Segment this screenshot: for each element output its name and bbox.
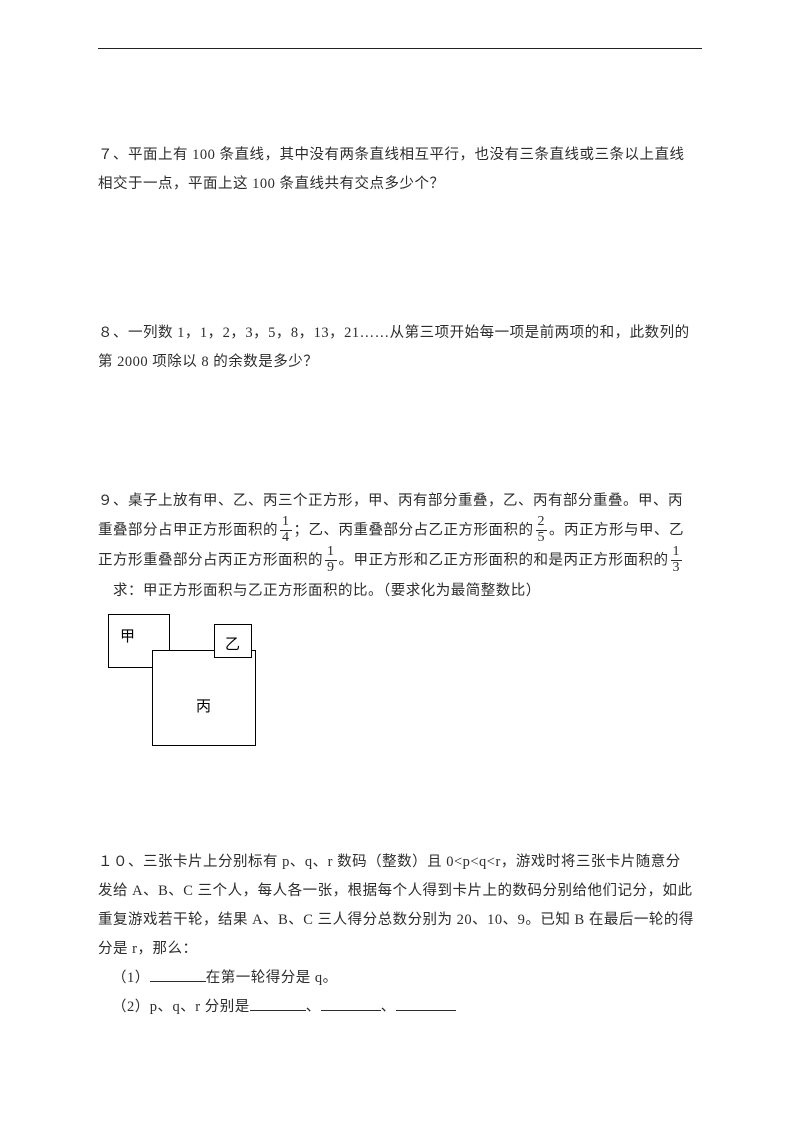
blank-q	[321, 996, 381, 1011]
spacer	[98, 199, 702, 319]
problem-8: ８、一列数 1，1，2，3，5，8，13，21……从第三项开始每一项是前两项的和…	[98, 319, 702, 377]
blank-p	[250, 996, 306, 1011]
q9-ask: 求：甲正方形面积与乙正方形面积的比。（要求化为最简整数比）	[98, 577, 702, 606]
fraction-1-3: 13	[671, 545, 683, 575]
sep1: 、	[306, 999, 321, 1015]
sep2: 、	[381, 999, 396, 1015]
label-yi: 乙	[225, 630, 241, 660]
top-rule	[98, 48, 702, 49]
q8-line1: 一列数 1，1，2，3，5，8，13，21……从第三项开始每一项是前两项的和，此…	[128, 325, 690, 341]
label-bing: 丙	[196, 692, 212, 722]
blank-r	[396, 996, 456, 1011]
q8-line2: 第 2000 项除以 8 的余数是多少？	[98, 348, 702, 377]
q10-l4: 分是 r，那么：	[98, 935, 702, 964]
q10-l3: 重复游戏若干轮，结果 A、B、C 三人得分总数分别为 20、10、9。已知 B …	[98, 906, 702, 935]
q7-number: ７、	[98, 147, 128, 163]
q10-sub1b: 在第一轮得分是 q。	[206, 970, 338, 986]
q9-l3b: 。甲正方形和乙正方形面积的和是丙正方形面积的	[339, 553, 669, 569]
squares-diagram: 甲 乙 丙	[108, 614, 702, 750]
problem-10: １０、三张卡片上分别标有 p、q、r 数码（整数）且 0<p<q<r，游戏时将三…	[98, 848, 702, 1022]
q10-l1: 三张卡片上分别标有 p、q、r 数码（整数）且 0<p<q<r，游戏时将三张卡片…	[143, 854, 681, 870]
fraction-2-5: 25	[536, 515, 548, 545]
spacer	[98, 750, 702, 848]
q9-number: ９、	[98, 493, 128, 509]
problem-9: ９、桌子上放有甲、乙、丙三个正方形，甲、丙有部分重叠，乙、丙有部分重叠。甲、丙 …	[98, 487, 702, 750]
blank-1	[150, 967, 206, 982]
q7-line1: 平面上有 100 条直线，其中没有两条直线相互平行，也没有三条直线或三条以上直线	[128, 147, 685, 163]
q9-l2c: 。丙正方形与甲、乙	[549, 523, 684, 539]
q10-sub2a: （2）p、q、r 分别是	[112, 999, 250, 1015]
q10-number: １０、	[98, 854, 143, 870]
document-page: ７、平面上有 100 条直线，其中没有两条直线相互平行，也没有三条直线或三条以上…	[0, 0, 800, 1082]
label-jia: 甲	[120, 622, 136, 652]
q7-line2: 相交于一点，平面上这 100 条直线共有交点多少个？	[98, 170, 702, 199]
spacer	[98, 377, 702, 487]
q9-l2a: 重叠部分占甲正方形面积的	[98, 523, 278, 539]
fraction-1-4: 14	[280, 515, 292, 545]
q10-sub1a: （1）	[112, 970, 150, 986]
q9-l2b: ；乙、丙重叠部分占乙正方形面积的	[294, 523, 534, 539]
q9-l3a: 正方形重叠部分占丙正方形面积的	[98, 553, 323, 569]
q10-l2: 发给 A、B、C 三个人，每人各一张，根据每个人得到卡片上的数码分别给他们记分，…	[98, 877, 702, 906]
problem-7: ７、平面上有 100 条直线，其中没有两条直线相互平行，也没有三条直线或三条以上…	[98, 141, 702, 199]
fraction-1-9: 19	[325, 545, 337, 575]
q8-number: ８、	[98, 325, 128, 341]
q9-l1: 桌子上放有甲、乙、丙三个正方形，甲、丙有部分重叠，乙、丙有部分重叠。甲、丙	[128, 493, 683, 509]
